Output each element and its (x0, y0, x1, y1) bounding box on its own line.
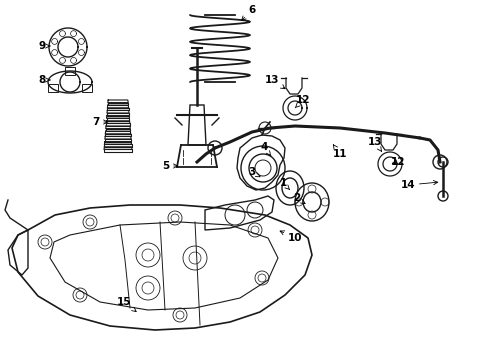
Text: 7: 7 (92, 117, 108, 127)
Text: 12: 12 (391, 157, 405, 167)
Text: 10: 10 (280, 231, 302, 243)
Text: 2: 2 (294, 193, 305, 204)
Text: 13: 13 (265, 75, 285, 89)
Text: 13: 13 (368, 137, 382, 151)
Text: 11: 11 (333, 145, 347, 159)
Text: 6: 6 (242, 5, 256, 21)
Text: 12: 12 (295, 95, 310, 108)
Text: 15: 15 (117, 297, 136, 311)
Text: 9: 9 (38, 41, 50, 51)
Text: 3: 3 (248, 167, 260, 177)
Text: 8: 8 (38, 75, 50, 85)
Text: 1: 1 (279, 178, 290, 189)
Text: 4: 4 (260, 142, 271, 156)
Text: 5: 5 (162, 161, 178, 171)
Text: 14: 14 (401, 180, 438, 190)
